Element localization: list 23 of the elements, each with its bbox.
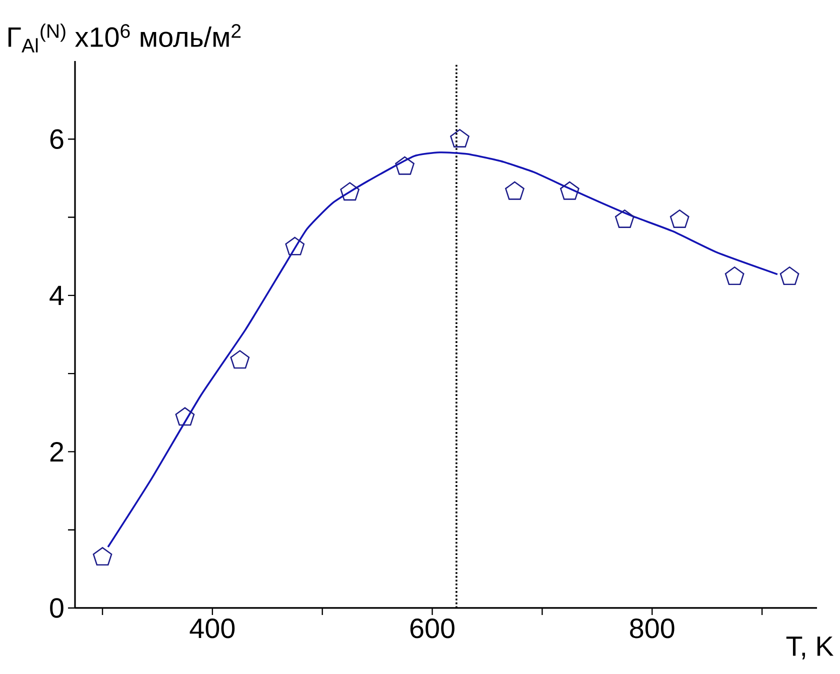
point [560, 181, 580, 200]
point [92, 547, 112, 566]
point [670, 209, 690, 228]
point [505, 181, 524, 200]
y-tick-label: 6 [50, 129, 64, 149]
line-series [107, 152, 778, 548]
x-axis-title: T, K [786, 636, 834, 660]
x-tick-label: 800 [630, 618, 674, 638]
y-tick-label: 0 [50, 598, 64, 618]
y-axis-title: Γ$_{Al}$$^{(N)}$ x10$^{6}$ моль/м$^{2}$ [8, 24, 241, 52]
point [285, 236, 305, 256]
point [175, 407, 195, 426]
point [450, 128, 470, 148]
x-tick-label: 400 [190, 618, 235, 638]
point [614, 209, 634, 228]
point [340, 182, 360, 201]
point [724, 266, 744, 285]
x-tick-label: 600 [410, 618, 454, 638]
y-tick-label: 4 [50, 286, 64, 306]
point [780, 266, 800, 285]
point [395, 156, 414, 175]
y-tick-label: 2 [50, 442, 64, 462]
point [230, 350, 250, 369]
